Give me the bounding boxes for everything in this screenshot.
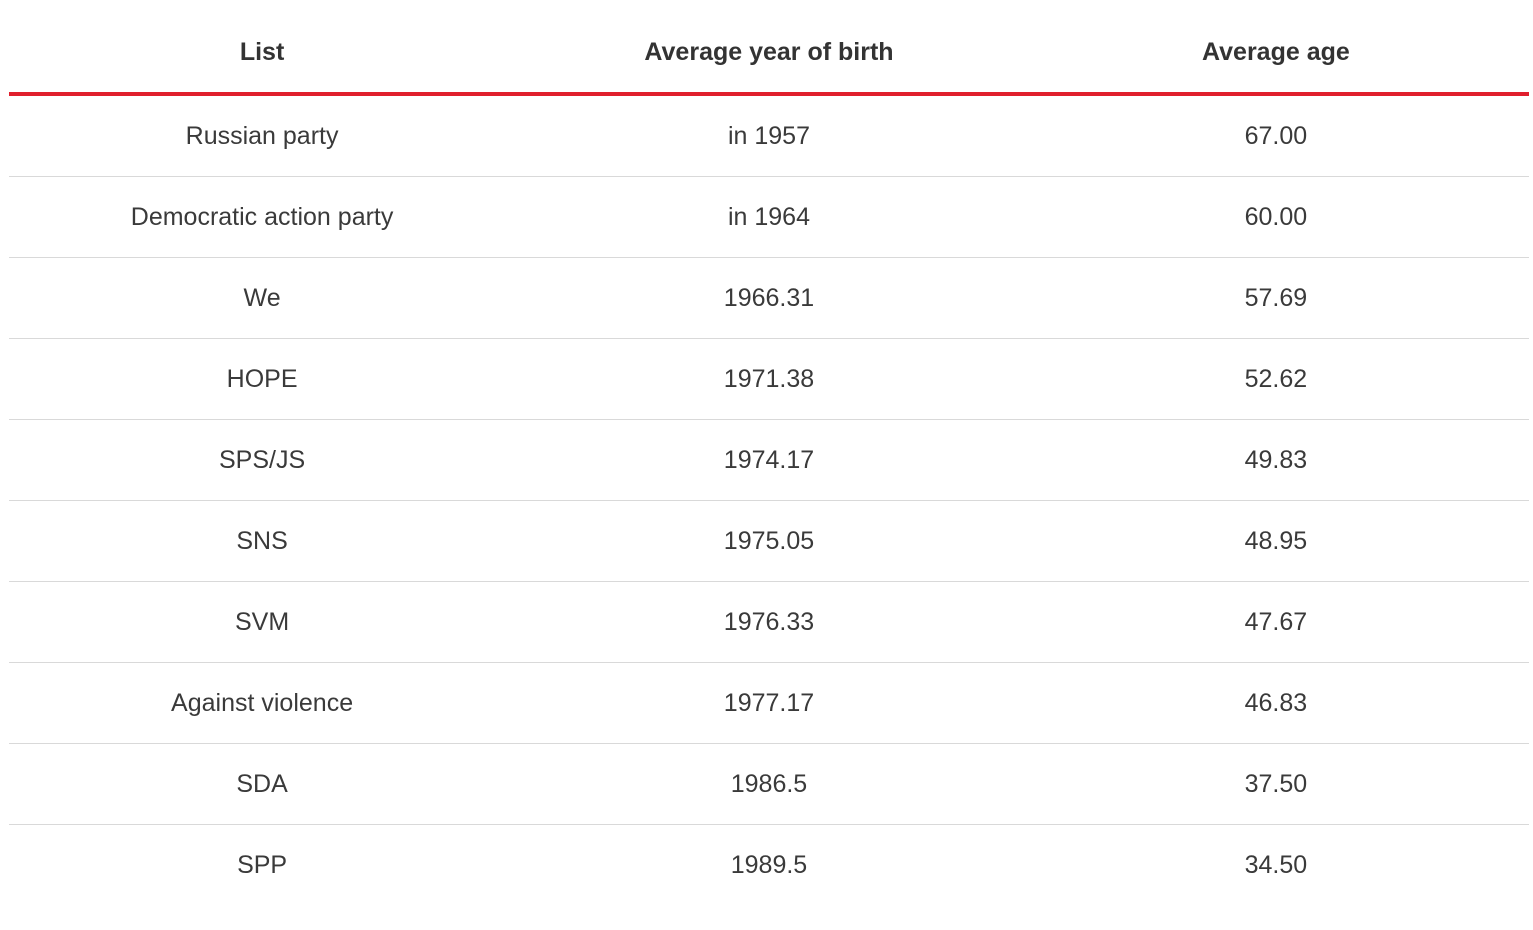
table-header: List Average year of birth Average age bbox=[9, 12, 1529, 96]
cell-list: SPS/JS bbox=[9, 419, 516, 501]
table-row: Democratic action party in 1964 60.00 bbox=[9, 176, 1529, 258]
data-table-container: List Average year of birth Average age R… bbox=[9, 12, 1529, 905]
cell-average-age: 46.83 bbox=[1022, 662, 1529, 744]
column-header-list[interactable]: List bbox=[9, 12, 516, 96]
cell-average-age: 52.62 bbox=[1022, 338, 1529, 420]
cell-list: SVM bbox=[9, 581, 516, 663]
cell-average-year-of-birth: 1971.38 bbox=[515, 338, 1023, 420]
cell-list: We bbox=[9, 257, 516, 339]
column-header-average-age[interactable]: Average age bbox=[1022, 12, 1529, 96]
table-body: Russian party in 1957 67.00 Democratic a… bbox=[9, 94, 1529, 905]
cell-average-year-of-birth: 1974.17 bbox=[515, 419, 1023, 501]
table-row: SDA 1986.5 37.50 bbox=[9, 743, 1529, 825]
cell-average-year-of-birth: in 1957 bbox=[515, 94, 1023, 177]
cell-average-age: 49.83 bbox=[1022, 419, 1529, 501]
cell-list: HOPE bbox=[9, 338, 516, 420]
table-row: SVM 1976.33 47.67 bbox=[9, 581, 1529, 663]
cell-average-year-of-birth: 1977.17 bbox=[515, 662, 1023, 744]
table-row: SNS 1975.05 48.95 bbox=[9, 500, 1529, 582]
table-row: HOPE 1971.38 52.62 bbox=[9, 338, 1529, 420]
cell-average-age: 67.00 bbox=[1022, 94, 1529, 177]
cell-average-age: 60.00 bbox=[1022, 176, 1529, 258]
cell-average-age: 47.67 bbox=[1022, 581, 1529, 663]
table-row: Russian party in 1957 67.00 bbox=[9, 94, 1529, 177]
cell-average-year-of-birth: 1989.5 bbox=[730, 850, 808, 879]
cell-average-age: 34.50 bbox=[1244, 850, 1308, 879]
cell-average-year-of-birth: 1975.05 bbox=[515, 500, 1023, 582]
cell-list: Russian party bbox=[9, 94, 516, 177]
cell-list: Democratic action party bbox=[9, 176, 516, 258]
cell-list: SNS bbox=[9, 500, 516, 582]
table-row: Against violence 1977.17 46.83 bbox=[9, 662, 1529, 744]
data-table: List Average year of birth Average age R… bbox=[9, 12, 1529, 905]
cell-list: Against violence bbox=[9, 662, 516, 744]
header-row: List Average year of birth Average age bbox=[9, 12, 1529, 96]
table-row: SPS/JS 1974.17 49.83 bbox=[9, 419, 1529, 501]
cell-average-age: 37.50 bbox=[1022, 743, 1529, 825]
cell-average-year-of-birth: 1966.31 bbox=[515, 257, 1023, 339]
cell-average-age: 57.69 bbox=[1022, 257, 1529, 339]
cell-list: SPP bbox=[237, 850, 288, 879]
cell-average-year-of-birth: in 1964 bbox=[515, 176, 1023, 258]
table-row: We 1966.31 57.69 bbox=[9, 257, 1529, 339]
cell-average-year-of-birth: 1976.33 bbox=[515, 581, 1023, 663]
cell-list: SDA bbox=[9, 743, 516, 825]
column-header-average-year-of-birth[interactable]: Average year of birth bbox=[515, 12, 1023, 96]
table-row: SPP 1989.5 34.50 bbox=[9, 825, 1529, 906]
cell-average-year-of-birth: 1986.5 bbox=[515, 743, 1023, 825]
cell-average-age: 48.95 bbox=[1022, 500, 1529, 582]
